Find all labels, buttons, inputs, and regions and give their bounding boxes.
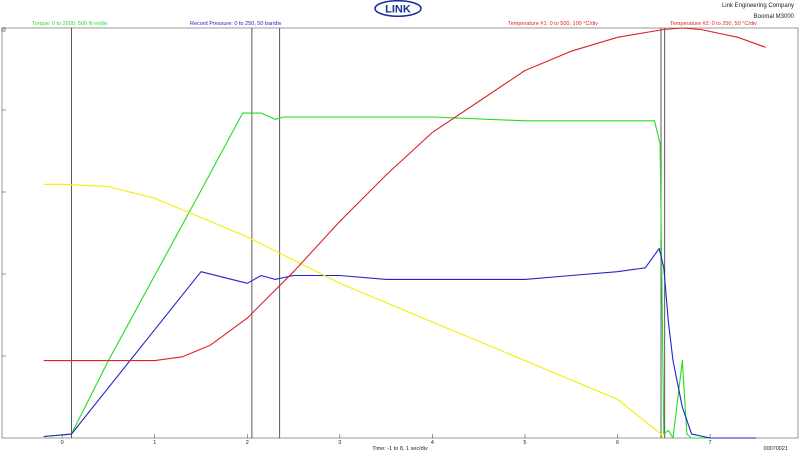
- x-tick-label: 1: [153, 440, 156, 446]
- legend-pressure: Record Pressure: 0 to 250, 50 bar/div: [190, 21, 282, 27]
- x-tick-label: 2: [246, 440, 249, 446]
- test-id: 00070021: [763, 446, 788, 452]
- logo-oval: [374, 0, 422, 17]
- x-tick-label: 4: [431, 440, 434, 446]
- x-axis-label: Time: -1 to 8, 1 sec/div: [372, 446, 428, 452]
- legend-temperature-2: Temperature #2: 0 to 250, 50 °C/div: [670, 21, 757, 27]
- series-layer: [43, 27, 766, 439]
- legend-torque: Torque: 0 to 2000, 500 N·m/div: [32, 21, 108, 27]
- y-axis-ticks: [2, 27, 6, 357]
- x-tick-label: 7: [709, 440, 712, 446]
- cursor-markers: [71, 28, 666, 438]
- series-line-2: [43, 183, 665, 439]
- series-line-1: [43, 247, 757, 439]
- x-axis: 0 1 2 3 4 5 6 7: [61, 434, 712, 446]
- x-tick-label: 0: [61, 440, 64, 446]
- x-tick-label: 6: [616, 440, 619, 446]
- machine-name: Boomal M3000: [753, 14, 794, 20]
- corner-handle[interactable]: [1, 27, 6, 32]
- legend-temperature-1: Temperature #1: 0 to 500, 100 °C/div: [508, 21, 598, 27]
- logo-text: LINK: [385, 4, 411, 16]
- plot-frame: [1, 27, 799, 439]
- x-tick-label: 3: [338, 440, 341, 446]
- link-logo: LINK: [374, 0, 422, 17]
- company-name: Link Engineering Company: [721, 3, 794, 9]
- series-line-0: [43, 112, 757, 439]
- series-line-3: [43, 27, 766, 362]
- x-tick-label: 5: [523, 440, 526, 446]
